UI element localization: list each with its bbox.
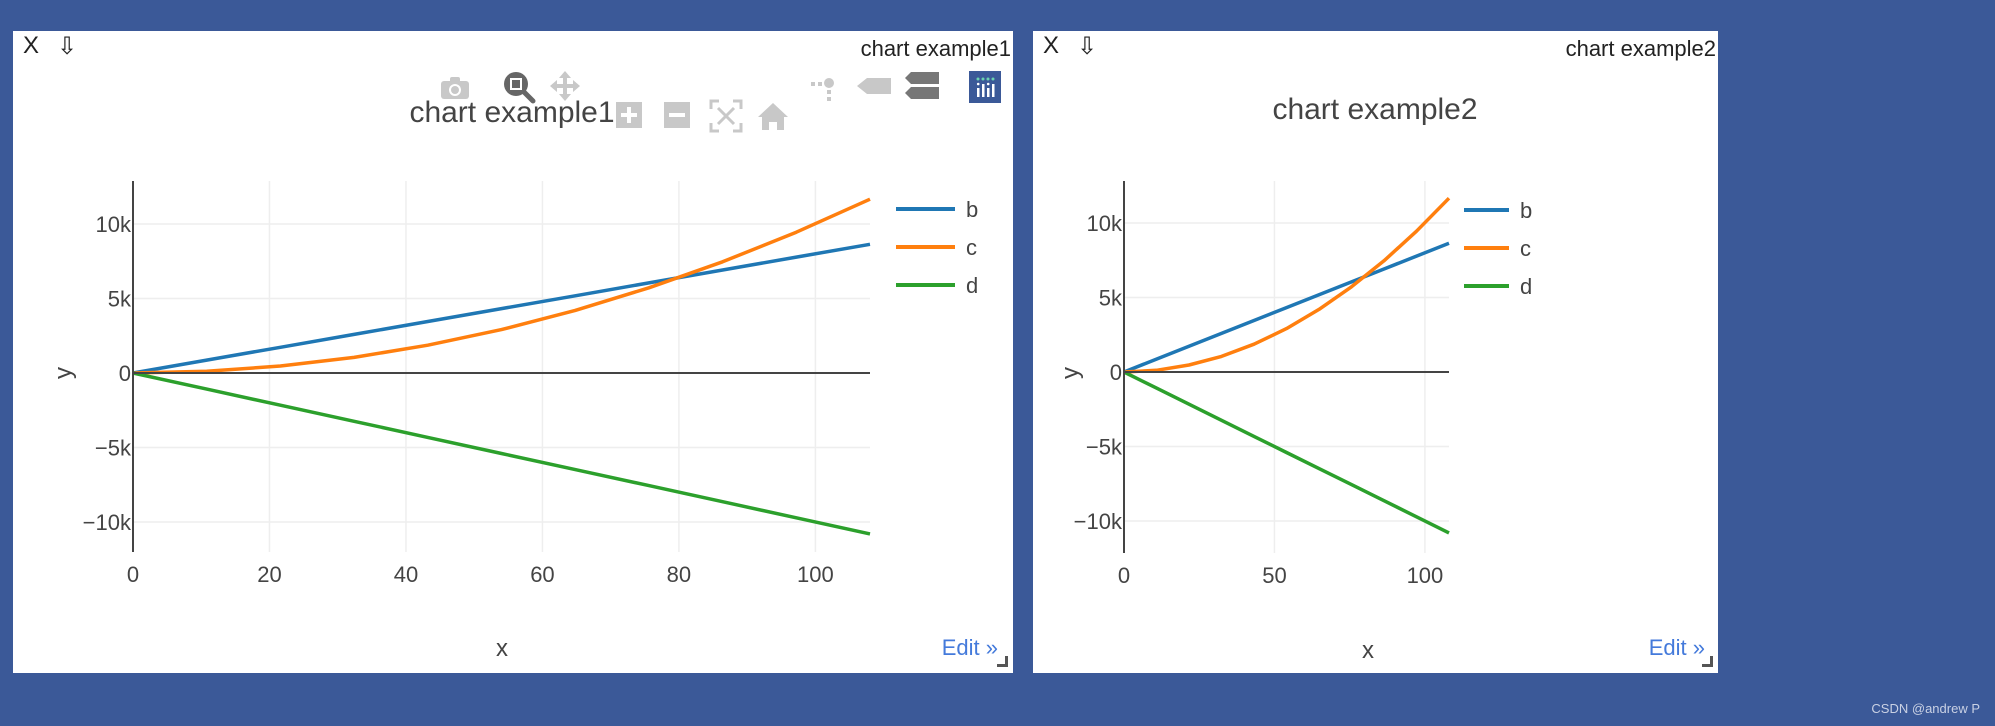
chart-1[interactable]: 0 20 40 60 80 100 −10k −5k 0 5k 10k chart example1… [13,31,1013,673]
y-tick-label: 10k [96,212,132,237]
axes: 0 50 100 −10k −5k 0 5k 10k [1074,181,1449,588]
modebar [441,71,788,133]
series-line-d[interactable] [1123,370,1450,535]
download-arrow-icon[interactable]: ⇩ [57,33,78,60]
edit-chart-link[interactable]: Edit » [941,635,998,660]
y-tick-label: 5k [108,287,132,312]
zoom-out-icon[interactable] [664,102,690,128]
x-tick-label: 100 [797,562,834,587]
edit-chart-link[interactable]: Edit » [1648,635,1705,660]
hover-closest-icon[interactable] [857,75,891,97]
y-tick-label: −5k [95,436,132,461]
legend-label: c [966,235,977,260]
legend-label: b [1520,198,1532,223]
resize-handle[interactable] [997,656,1008,667]
legend-item-c[interactable]: c [896,235,977,260]
x-tick-label: 0 [1118,563,1130,588]
x-tick-label: 40 [394,562,418,587]
chart-panel-1: X ⇩ chart example1 0 20 40 60 80 100 −10k −5k 0 5… [13,31,1013,673]
x-axis-label: x [1362,637,1374,664]
legend-label: c [1520,236,1531,261]
legend-item-d[interactable]: d [896,273,978,298]
y-tick-label: 5k [1099,286,1123,311]
legend-label: d [1520,274,1532,299]
legend-item-b[interactable]: b [896,197,978,222]
x-tick-label: 100 [1407,563,1444,588]
y-tick-label: 0 [119,361,131,386]
close-panel-button[interactable]: X [23,32,40,59]
hover-compare-icon[interactable] [905,71,939,101]
x-tick-label: 60 [530,562,554,587]
y-tick-label: −10k [83,510,132,535]
legend[interactable]: bcd [896,197,978,298]
series-line-b[interactable] [1123,241,1450,374]
zoom-icon[interactable] [504,72,536,104]
series-line-d[interactable] [132,371,871,536]
plotly-logo-icon[interactable] [969,71,1001,103]
y-tick-label: −5k [1086,435,1123,460]
series-line-b[interactable] [132,242,871,375]
axes: 0 20 40 60 80 100 −10k −5k 0 5k 10k [83,181,870,587]
zoom-in-icon[interactable] [616,102,642,128]
legend-item-b[interactable]: b [1464,198,1532,223]
x-tick-label: 0 [127,562,139,587]
chart-title: chart example1 [409,96,614,129]
download-arrow-icon[interactable]: ⇩ [1077,33,1098,60]
x-tick-label: 50 [1262,563,1286,588]
chart-2[interactable]: 0 50 100 −10k −5k 0 5k 10k chart example2 x y b… [1033,31,1718,673]
legend-item-d[interactable]: d [1464,274,1532,299]
pan-icon[interactable] [550,71,580,101]
legend[interactable]: bcd [1464,198,1532,299]
legend-label: b [966,197,978,222]
resize-handle[interactable] [1702,656,1713,667]
panel-name: chart example1 [860,36,1011,61]
legend-label: d [966,273,978,298]
series-line-c[interactable] [1123,196,1451,374]
close-panel-button[interactable]: X [1043,32,1060,59]
gridlines [133,181,870,552]
panel-name: chart example2 [1565,36,1716,61]
y-tick-label: 10k [1087,211,1123,236]
autoscale-icon[interactable] [709,99,743,133]
y-axis-label: y [50,367,77,379]
y-tick-label: −10k [1074,509,1123,534]
chart-title: chart example2 [1272,93,1477,126]
x-tick-label: 20 [257,562,281,587]
reset-axes-icon[interactable] [758,103,788,130]
gridlines [1124,181,1449,553]
x-tick-label: 80 [667,562,691,587]
chart-panel-2: X ⇩ chart example2 0 50 100 −10k −5k 0 5k 10k c… [1033,31,1718,673]
series-lines [1123,196,1451,535]
series-lines [132,197,871,536]
y-axis-label: y [1057,367,1084,379]
y-tick-label: 0 [1110,360,1122,385]
series-line-c[interactable] [132,197,871,375]
camera-icon[interactable] [441,77,469,99]
watermark: CSDN @andrew P [1871,701,1980,716]
legend-item-c[interactable]: c [1464,236,1531,261]
x-axis-label: x [496,635,508,662]
spike-lines-icon[interactable] [810,73,836,101]
